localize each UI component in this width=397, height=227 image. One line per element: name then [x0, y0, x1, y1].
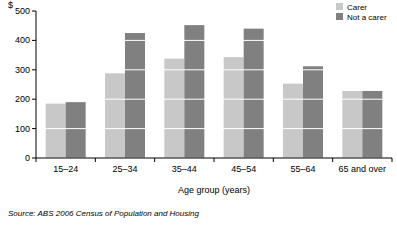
y-tick [32, 99, 36, 100]
x-tick [392, 158, 393, 162]
chart: 0 100 200 300 400 500 15–24 25–34 35–44 45–54 55–6… [0, 0, 397, 227]
bar [362, 91, 382, 158]
y-tick-label: 0 [25, 153, 30, 163]
x-tick [95, 158, 96, 162]
x-tick [214, 158, 215, 162]
x-tick-label: 25–34 [112, 164, 137, 174]
legend: CarerNot a carer [336, 3, 387, 22]
y-axis-label: $ [8, 0, 13, 10]
bar [224, 57, 244, 158]
x-tick-label: 45–54 [231, 164, 256, 174]
grid-line [36, 128, 392, 129]
x-tick [154, 158, 155, 162]
bar [342, 91, 362, 158]
x-tick-label: 55–64 [290, 164, 315, 174]
legend-label: Not a carer [347, 13, 387, 22]
y-tick-label: 400 [15, 35, 30, 45]
bar [46, 104, 66, 158]
source-note: Source: ABS 2006 Census of Population an… [8, 209, 199, 218]
bar [105, 73, 125, 158]
x-tick [332, 158, 333, 162]
y-tick-label: 500 [15, 6, 30, 16]
y-tick-label: 200 [15, 94, 30, 104]
bar [184, 25, 204, 158]
x-tick-label: 15–24 [53, 164, 78, 174]
bars [46, 25, 383, 158]
bar [283, 84, 303, 158]
y-tick [32, 158, 36, 159]
bar [164, 59, 184, 158]
y-tick [32, 128, 36, 129]
x-tick-label: 35–44 [172, 164, 197, 174]
legend-swatch [336, 3, 343, 10]
x-axis-label: Age group (years) [178, 185, 250, 195]
bar [244, 29, 264, 158]
grid-line [36, 99, 392, 100]
legend-label: Carer [347, 3, 367, 12]
grid-line [36, 11, 392, 12]
y-tick-label: 300 [15, 65, 30, 75]
y-tick [32, 69, 36, 70]
x-tick-label: 65 and over [339, 164, 387, 174]
bar [303, 66, 323, 158]
x-tick [273, 158, 274, 162]
bar [125, 33, 145, 158]
y-tick-label: 100 [15, 124, 30, 134]
y-tick [32, 40, 36, 41]
y-axis [36, 11, 37, 158]
y-tick [32, 11, 36, 12]
grid-line [36, 40, 392, 41]
grid-line [36, 69, 392, 70]
legend-swatch [336, 13, 343, 20]
x-tick [36, 158, 37, 162]
bar [66, 102, 86, 158]
